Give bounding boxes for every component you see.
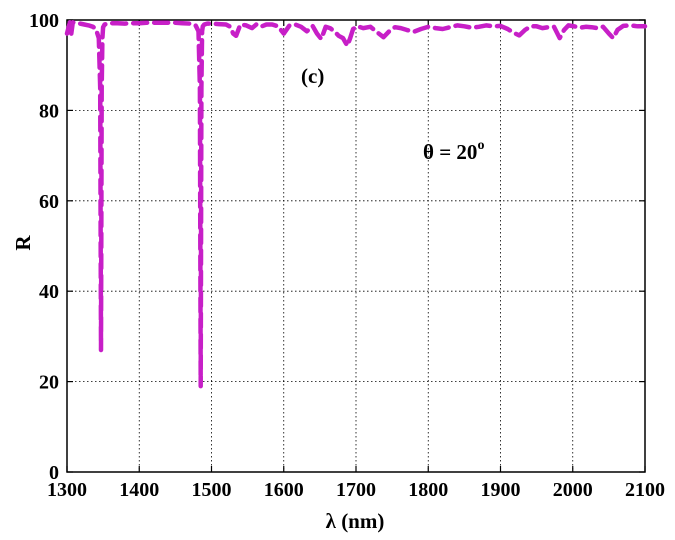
x-tick-label: 1700 (336, 479, 376, 501)
x-tick-label: 1600 (264, 479, 304, 501)
x-tick-label: 2100 (625, 479, 665, 501)
x-tick-label: 1400 (119, 479, 159, 501)
y-axis-label: R (11, 235, 35, 251)
x-tick-label: 1900 (481, 479, 521, 501)
y-tick-label: 100 (29, 10, 59, 32)
y-tick-label: 20 (39, 372, 59, 394)
y-tick-label: 40 (39, 281, 59, 303)
x-tick-label: 1800 (408, 479, 448, 501)
angle-annotation-superscript: o (477, 138, 484, 153)
x-tick-label: 1500 (192, 479, 232, 501)
y-tick-label: 60 (39, 191, 59, 213)
x-tick-label: 1300 (47, 479, 87, 501)
grid (67, 20, 645, 472)
axis-ticks: 1300 1400 1500 1600 1700 1800 1900 2000 2100 0 20 4… (29, 10, 665, 501)
panel-label: (c) (301, 64, 324, 88)
y-tick-label: 80 (39, 100, 59, 122)
series-line-0 (64, 20, 648, 389)
angle-annotation: θ = 20o (423, 138, 484, 164)
y-tick-label: 0 (49, 462, 59, 484)
x-axis-label: λ (nm) (326, 509, 385, 533)
x-tick-label: 2000 (553, 479, 593, 501)
angle-annotation-text: θ = 20 (423, 140, 477, 164)
series-layer (64, 20, 648, 389)
